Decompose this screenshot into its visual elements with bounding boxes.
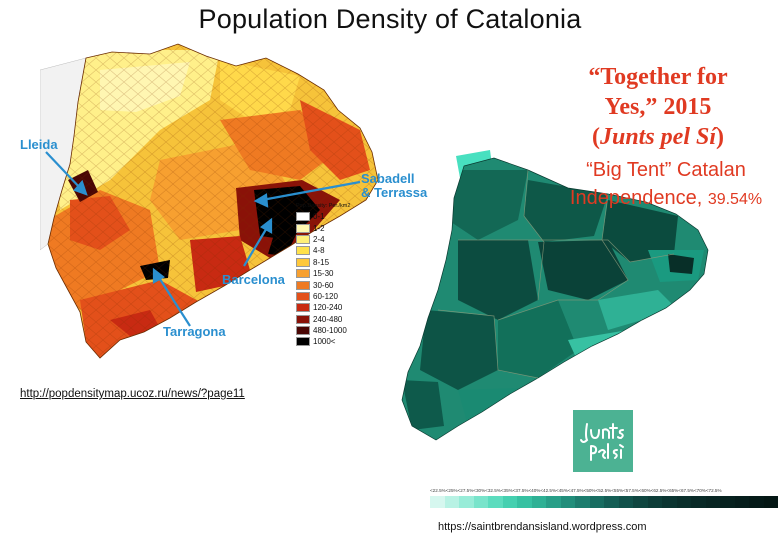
density-legend: Pop.Density: Per./km2 0-1 1-2 2-4 4-8 8-15 15… [296,203,382,348]
scale-cell [618,496,633,508]
legend-row: 8-15 [296,257,382,268]
legend-row: 120-240 [296,302,382,313]
subtitle-line-2: Independence, 39.54% [569,187,763,209]
scale-cell [604,496,619,508]
legend-label: 30-60 [313,280,334,290]
source-link-saintbrendan[interactable]: https://saintbrendansisland.wordpress.co… [438,521,647,533]
legend-label: 1000< [313,337,336,347]
arrow-sabadell [261,180,361,202]
arrow-lleida [45,151,83,191]
slide-title: Population Density of Catalonia [198,4,582,34]
scale-cell [691,496,706,508]
scale-cell [444,496,459,508]
legend-label: 1-2 [313,223,325,233]
junts-pel-si-logo [573,410,633,472]
arrow-barcelona [243,225,269,267]
subtitle-line-1: “Big Tent” Catalan [586,159,746,181]
legend-row: 480-1000 [296,325,382,336]
label-barcelona: Barcelona [222,272,285,287]
right-panel-title: “Together for Yes,” 2015 (Junts pel Sí) [555,62,761,152]
legend-label: 4-8 [313,246,325,256]
title-junts-pel-si: Junts pel Sí [599,124,717,150]
legend-row: 4-8 [296,245,382,256]
legend-row: 0-1 [296,211,382,222]
scale-cell [488,496,503,508]
legend-row: 2-4 [296,234,382,245]
title-line-1: “Together for [588,64,728,90]
legend-row: 1000< [296,336,382,347]
election-results-map [401,150,709,441]
scale-cell [459,496,474,508]
right-panel-subtitle: “Big Tent” Catalan Independence, 39.54% [548,156,780,214]
label-tarragona: Tarragona [163,324,226,339]
legend-row: 240-480 [296,314,382,325]
scale-cell [430,496,445,508]
legend-row: 1-2 [296,222,382,233]
scale-cell [589,496,604,508]
legend-label: 480-1000 [313,326,347,336]
legend-swatch [296,257,310,267]
population-density-map [40,43,379,359]
scale-cell [517,496,532,508]
legend-row: 15-30 [296,268,382,279]
scale-cell [763,496,778,508]
scale-cell [647,496,662,508]
source-link-popdensity[interactable]: http://popdensitymap.ucoz.ru/news/?page1… [20,388,245,400]
arrow-tarragona [157,275,191,327]
legend-swatch [296,269,310,279]
arrow-lleida-head [73,179,88,196]
legend-swatch [296,223,310,233]
scale-cell [546,496,561,508]
legend-label: 120-240 [313,303,343,313]
scale-cell [734,496,749,508]
legend-label: 60-120 [313,291,338,301]
scale-cell [720,496,735,508]
vote-percentage: 39.54% [707,191,763,208]
legend-title: Pop.Density: Per./km2 [296,203,351,209]
legend-swatch [296,280,310,290]
title-line-2: Yes,” 2015 [604,94,712,120]
title-line-3: (Junts pel Sí) [591,124,725,150]
legend-swatch [296,291,310,301]
legend-swatch [296,234,310,244]
legend-swatch [296,303,310,313]
legend-row: 60-120 [296,291,382,302]
vote-share-scale: <22.5%<25%<27.5%<30%<32.5%<35%<37.5%<40%… [430,488,778,510]
arrow-barcelona-head [260,217,273,234]
scale-cell [705,496,720,508]
legend-swatch [296,314,310,324]
scale-cell [749,496,764,508]
scale-cell [473,496,488,508]
legend-label: 240-480 [313,314,343,324]
scale-cell [502,496,517,508]
legend-label: 2-4 [313,234,325,244]
scale-cell [676,496,691,508]
arrow-tarragona-head [152,267,165,284]
legend-label: 0-1 [313,212,325,222]
label-sabadell-terrassa: Sabadell & Terrassa [361,171,428,200]
scale-cell [575,496,590,508]
scale-labels: <22.5%<25%<27.5%<30%<32.5%<35%<37.5%<40%… [430,488,722,493]
legend-row: 30-60 [296,279,382,290]
legend-swatch [296,326,310,336]
scale-cell [633,496,648,508]
legend-label: 8-15 [313,257,330,267]
legend-swatch [296,246,310,256]
legend-label: 15-30 [313,269,334,279]
scale-cell [662,496,677,508]
legend-swatch [296,337,310,347]
arrow-sabadell-head [253,193,269,208]
label-lleida: Lleida [20,137,58,152]
scale-cell [531,496,546,508]
legend-swatch [296,212,310,222]
scale-cell [560,496,575,508]
